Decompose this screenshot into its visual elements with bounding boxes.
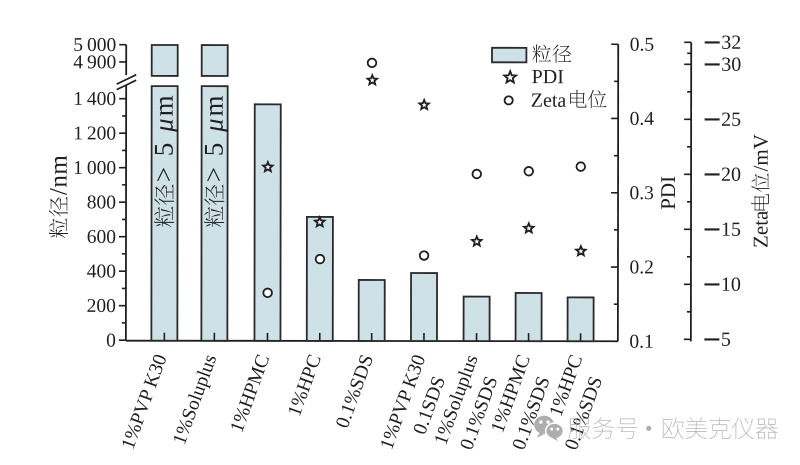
svg-text:Zeta: Zeta xyxy=(748,210,772,248)
svg-text:0.4: 0.4 xyxy=(630,109,655,130)
svg-text:0.3: 0.3 xyxy=(630,183,654,204)
svg-text:5: 5 xyxy=(721,329,731,351)
svg-text:1 000: 1 000 xyxy=(73,158,116,179)
svg-text:400: 400 xyxy=(87,261,116,282)
svg-text:0.2: 0.2 xyxy=(629,257,653,278)
svg-text:0.5: 0.5 xyxy=(630,35,654,56)
svg-text:10: 10 xyxy=(721,274,741,296)
svg-text:600: 600 xyxy=(87,227,116,248)
svg-text:> 5 μm: > 5 μm xyxy=(149,93,179,182)
svg-text:15: 15 xyxy=(721,219,741,241)
svg-text:25: 25 xyxy=(721,109,741,131)
svg-text:0: 0 xyxy=(106,330,116,351)
svg-text:0.1: 0.1 xyxy=(629,332,653,353)
svg-text:> 5 μm: > 5 μm xyxy=(199,93,229,182)
svg-text:PDI: PDI xyxy=(656,176,680,210)
svg-text:/mV: /mV xyxy=(749,134,773,171)
svg-text:32: 32 xyxy=(721,32,741,54)
svg-text:Zeta: Zeta xyxy=(531,90,567,112)
svg-text:800: 800 xyxy=(87,192,116,213)
svg-text:20: 20 xyxy=(721,164,741,186)
svg-text:1 200: 1 200 xyxy=(73,123,116,144)
svg-text:30: 30 xyxy=(721,54,741,76)
svg-text:PDI: PDI xyxy=(532,66,564,88)
svg-text:1 400: 1 400 xyxy=(73,89,116,110)
svg-text:/nm: /nm xyxy=(46,155,73,195)
svg-text:4 900: 4 900 xyxy=(73,52,116,73)
svg-text:200: 200 xyxy=(87,296,116,317)
